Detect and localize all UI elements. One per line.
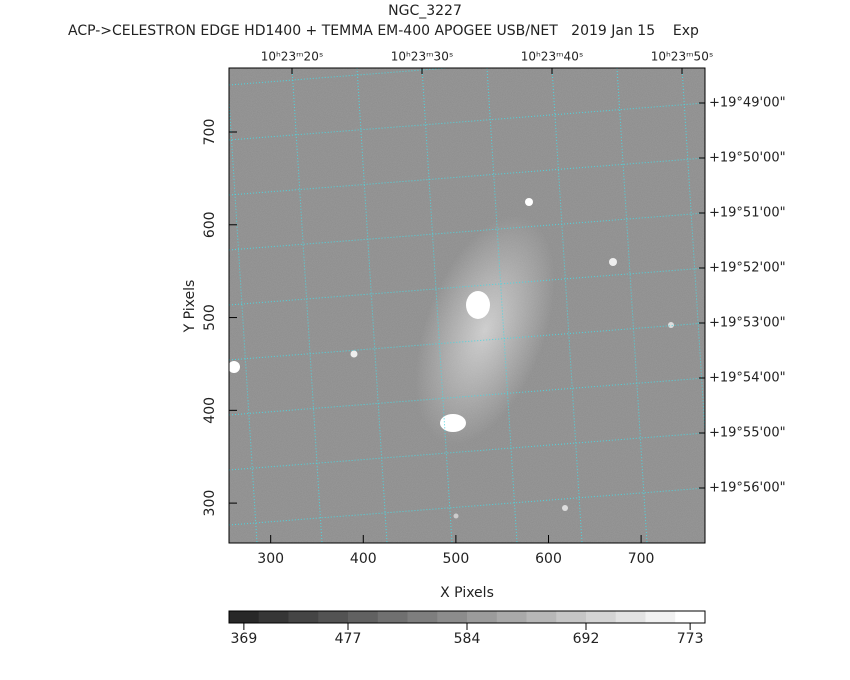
dec-tick-label: +19°56'00" xyxy=(709,481,786,496)
colorbar-segment xyxy=(675,611,706,623)
y-tick-label: 300 xyxy=(202,490,218,517)
colorbar-segment xyxy=(377,611,408,623)
colorbar-segment xyxy=(586,611,617,623)
x-tick-label: 400 xyxy=(350,551,377,567)
colorbar-segment xyxy=(258,611,289,623)
ra-grid-line xyxy=(747,68,777,543)
ra-tick-label: 10ʰ23ᵐ20ˢ xyxy=(261,50,324,64)
ra-tick-label: 10ʰ23ᵐ50ˢ xyxy=(651,50,714,64)
x-tick-label: 600 xyxy=(535,551,562,567)
dec-tick-label: +19°54'00" xyxy=(709,371,786,386)
ra-tick-label: 10ʰ23ᵐ30ˢ xyxy=(391,50,454,64)
colorbar-segment xyxy=(348,611,379,623)
colorbar-segment xyxy=(229,611,260,623)
ra-grid-line xyxy=(616,68,648,543)
colorbar-segment xyxy=(556,611,587,623)
ra-grid-line xyxy=(486,68,518,543)
y-axis-label: Y Pixels xyxy=(182,280,198,334)
colorbar-segment xyxy=(645,611,676,623)
x-axis-label: X Pixels xyxy=(440,585,494,601)
colorbar-segment xyxy=(496,611,527,623)
colorbar-segment xyxy=(467,611,498,623)
chart-subtitle: ACP->CELESTRON EDGE HD1400 + TEMMA EM-40… xyxy=(68,23,699,39)
x-tick-label: 500 xyxy=(443,551,470,567)
ra-grid-line xyxy=(291,68,323,543)
colorbar-segment xyxy=(437,611,468,623)
ra-grid-line xyxy=(681,68,705,441)
y-tick-label: 700 xyxy=(202,119,218,146)
colorbar-tick-label: 369 xyxy=(231,631,258,647)
colorbar-segment xyxy=(526,611,557,623)
dec-tick-label: +19°50'00" xyxy=(709,151,786,166)
dec-tick-label: +19°55'00" xyxy=(709,426,786,441)
x-tick-label: 300 xyxy=(257,551,284,567)
plot-frame xyxy=(228,67,706,544)
ra-grid-line xyxy=(229,91,258,543)
colorbar-tick-label: 477 xyxy=(335,631,362,647)
dec-tick-label: +19°51'00" xyxy=(709,206,786,221)
y-tick-label: 600 xyxy=(202,211,218,238)
y-tick-label: 400 xyxy=(202,397,218,424)
colorbar-segment xyxy=(318,611,349,623)
chart-title: NGC_3227 xyxy=(388,3,462,19)
ra-tick-label: 10ʰ23ᵐ40ˢ xyxy=(521,50,584,64)
colorbar-segment xyxy=(288,611,319,623)
ra-grid-line xyxy=(356,68,388,543)
dec-tick-label: +19°52'00" xyxy=(709,261,786,276)
colorbar-tick-label: 692 xyxy=(573,631,600,647)
y-tick-label: 500 xyxy=(202,304,218,331)
colorbar-segment xyxy=(615,611,646,623)
sky-image xyxy=(229,68,777,543)
dec-tick-label: +19°49'00" xyxy=(709,96,786,111)
dec-tick-label: +19°53'00" xyxy=(709,316,786,331)
ra-grid-line xyxy=(551,68,583,543)
colorbar-tick-label: 773 xyxy=(677,631,704,647)
x-tick-label: 700 xyxy=(628,551,655,567)
colorbar-tick-label: 584 xyxy=(454,631,481,647)
colorbar-segment xyxy=(407,611,438,623)
colorbar xyxy=(229,611,706,623)
ra-grid-line xyxy=(421,68,453,543)
